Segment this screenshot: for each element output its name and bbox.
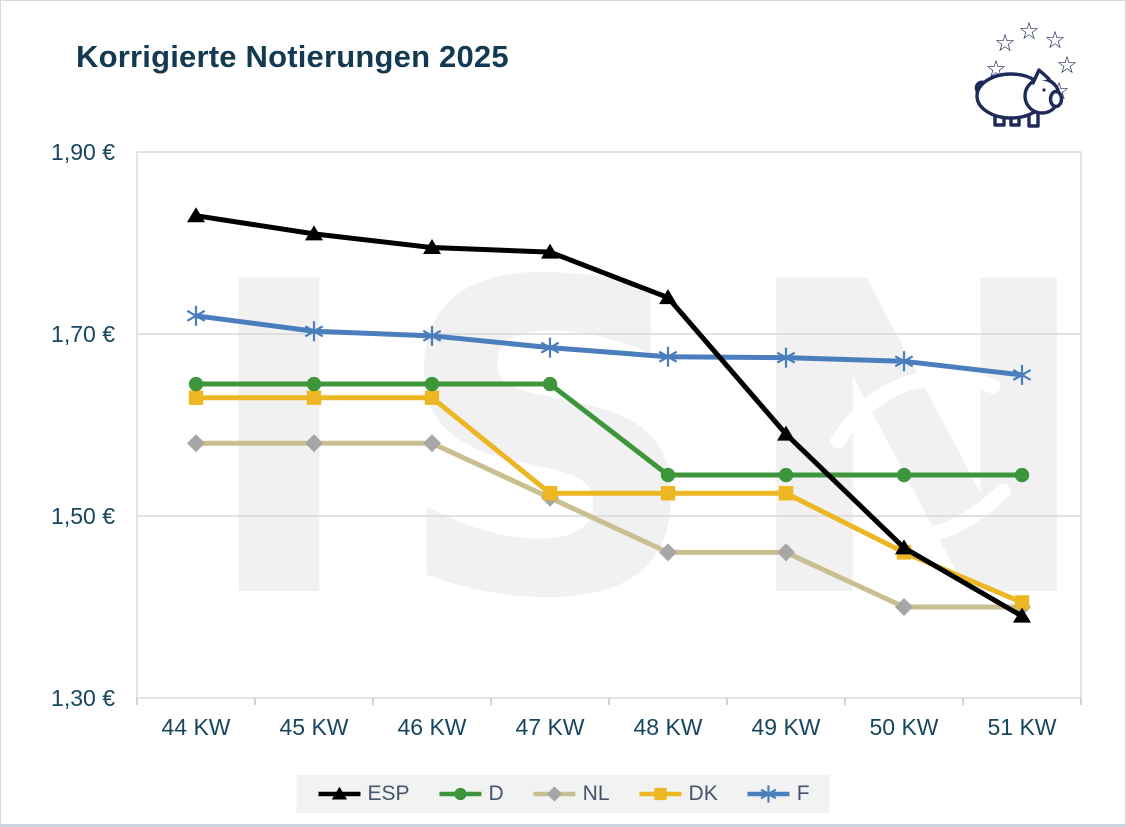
legend: ESP D NL DK F	[296, 775, 830, 813]
legend-swatch-circle-icon	[439, 787, 482, 801]
legend-item-D[interactable]: D	[437, 782, 504, 806]
legend-swatch-triangle-icon	[318, 786, 361, 800]
series-DK	[188, 390, 1030, 610]
legend-swatch-asterisk-icon	[747, 785, 790, 803]
legend-label: DK	[688, 782, 718, 805]
svg-text:☆: ☆	[1018, 17, 1040, 45]
series-NL	[187, 434, 1031, 616]
x-tick-label: 47 KW	[515, 714, 584, 740]
legend-item-NL[interactable]: NL	[532, 782, 610, 806]
y-tick-label: 1,90 €	[51, 139, 115, 165]
series-F	[186, 305, 1032, 385]
y-tick-label: 1,30 €	[51, 685, 115, 711]
x-tick-label: 44 KW	[161, 714, 230, 740]
legend-swatch-diamond-icon	[533, 786, 576, 802]
legend-label: D	[488, 782, 504, 805]
x-tick-label: 51 KW	[987, 714, 1056, 740]
legend-swatch-square-icon	[639, 787, 682, 801]
legend-item-F[interactable]: F	[746, 782, 810, 806]
legend-label: ESP	[367, 782, 410, 805]
plot-border	[136, 151, 1082, 699]
legend-item-ESP[interactable]: ESP	[316, 782, 409, 806]
svg-text:☆: ☆	[994, 29, 1016, 57]
svg-text:☆: ☆	[1056, 51, 1078, 79]
x-tick-label: 50 KW	[869, 714, 938, 740]
x-tick-label: 49 KW	[751, 714, 820, 740]
x-tick-label: 48 KW	[633, 714, 702, 740]
legend-label: NL	[582, 782, 610, 805]
svg-text:☆: ☆	[1044, 26, 1066, 54]
legend-item-DK[interactable]: DK	[638, 782, 718, 806]
y-tick-label: 1,50 €	[51, 503, 115, 529]
price-line-chart: 1,90 € 1,70 € 1,50 € 1,30 € 44 KW 45 KW 46 KW 4…	[51, 139, 1082, 740]
x-tick-label: 46 KW	[397, 714, 466, 740]
pig-with-stars-logo: ☆ ☆ ☆ ☆ ☆ ☆	[974, 17, 1078, 128]
y-tick-label: 1,70 €	[51, 321, 115, 347]
page-title: Korrigierte Notierungen 2025	[76, 39, 509, 74]
legend-label: F	[796, 782, 810, 805]
pig-icon	[974, 68, 1064, 128]
x-tick-label: 45 KW	[279, 714, 348, 740]
series-ESP	[187, 207, 1031, 623]
series-D	[188, 376, 1030, 483]
watermark-pig-outline-icon	[830, 370, 1011, 547]
